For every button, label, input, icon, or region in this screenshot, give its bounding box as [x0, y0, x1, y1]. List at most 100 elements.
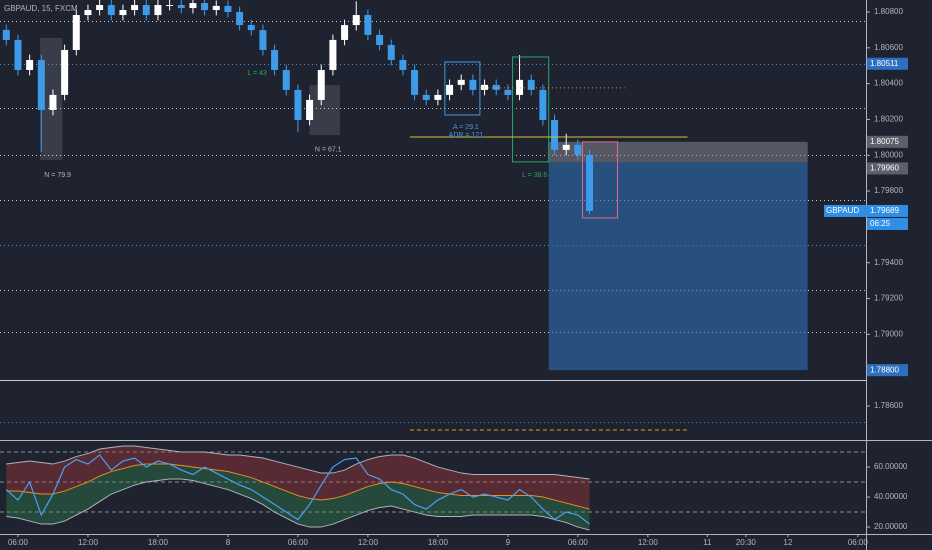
candle-body [14, 39, 22, 71]
candle-body [26, 59, 34, 71]
price-tag [867, 57, 908, 70]
stop-zone [548, 141, 808, 163]
y-tick-label: 1.80000 [874, 150, 903, 159]
candle-body [96, 5, 104, 11]
candle-body [492, 84, 500, 90]
y-tick-label: 60.00000 [874, 462, 908, 471]
candle-body [527, 79, 535, 90]
y-tick-label: 1.79000 [874, 329, 903, 338]
candle-body [586, 154, 594, 211]
candle-body [72, 15, 80, 50]
x-tick-label: 06:00 [288, 538, 309, 547]
x-tick-label: 11 [703, 538, 712, 547]
candle-body [84, 10, 92, 16]
candle-body [399, 59, 407, 71]
labels: 1.80800 1.80600 1.80400 1.80200 1.80000 1.798… [8, 7, 908, 547]
candle-body [364, 15, 372, 35]
y-tick-label: 1.80800 [874, 7, 903, 16]
candle-body [446, 84, 454, 95]
candle-body [317, 70, 325, 100]
candle-body [457, 79, 465, 85]
annotation: L = 43 [247, 70, 267, 77]
y-tick-label: 1.80600 [874, 43, 903, 52]
candle-body [294, 89, 302, 120]
x-tick-label: 8 [226, 538, 231, 547]
candle-body [236, 11, 244, 26]
x-tick-label: 12:00 [358, 538, 379, 547]
candle-body [551, 119, 559, 150]
price-tag-label: 1.79960 [870, 164, 899, 173]
symbol-label: GBPAUD [826, 206, 859, 215]
x-tick-label: 06:00 [8, 538, 29, 547]
y-tick-label: 1.80200 [874, 115, 903, 124]
candle-body [119, 10, 127, 16]
price-tag [867, 162, 908, 175]
y-tick-label: 40.00000 [874, 492, 908, 501]
countdown-tag [867, 217, 908, 230]
candle-body [224, 5, 232, 12]
box [582, 141, 619, 219]
candle-body [376, 34, 384, 45]
candle-body [422, 94, 430, 100]
x-tick-label: 9 [506, 538, 511, 547]
y-tick-label: 1.79400 [874, 258, 903, 267]
candle-body [469, 79, 477, 90]
x-tick-label: 20:30 [736, 538, 757, 547]
x-tick-label: 18:00 [148, 538, 169, 547]
y-tick-label: 20.00000 [874, 522, 908, 531]
candle-body [177, 5, 185, 9]
y-tick-label: 1.80400 [874, 79, 903, 88]
price-tag [867, 135, 908, 148]
candle-body [352, 15, 360, 26]
price-pane: N = 79.9 N = 67.1 L = 43 L = 38.6 A = 29.1AD… [0, 0, 866, 431]
annotation: A = 29.1 [453, 124, 479, 131]
candle-body [61, 49, 69, 95]
candle-body [434, 94, 442, 100]
y-tick-label: 1.79800 [874, 186, 903, 195]
candle-body [131, 5, 139, 11]
y-tick-label: 1.78600 [874, 401, 903, 410]
candle-body [259, 30, 267, 50]
candle-body [212, 5, 220, 11]
x-tick-label: 06:00 [848, 538, 869, 547]
candle-body [411, 70, 419, 95]
symbol-tag [824, 204, 868, 217]
candle-body [142, 5, 150, 16]
annotation: L = 38.6 [522, 172, 547, 179]
candle-body [481, 84, 489, 90]
countdown-label: 06:25 [870, 219, 891, 228]
price-tag-label: 1.80511 [870, 59, 899, 68]
candle-body [341, 25, 349, 40]
x-tick-label: 06:00 [568, 538, 589, 547]
candle-body [329, 39, 337, 71]
candle-body [247, 25, 255, 31]
candle-body [574, 144, 582, 155]
annotation: ADR = 121 [449, 132, 484, 139]
price-tag-label: 1.80075 [870, 137, 899, 146]
annotation: N = 79.9 [44, 172, 71, 179]
candle-body [189, 3, 197, 9]
candle-body [306, 99, 314, 120]
candle-body [166, 5, 174, 7]
candle-body [201, 3, 209, 11]
candle-body [562, 144, 570, 150]
candle-body [504, 89, 512, 95]
candle-body [107, 5, 115, 16]
band-fill [6, 464, 590, 531]
x-tick-label: 12 [783, 538, 792, 547]
indicator-line [5, 454, 590, 525]
candle-body [2, 29, 10, 40]
candle-body [154, 5, 162, 16]
candle-body [271, 49, 279, 71]
indicator-pane [0, 445, 866, 531]
chart-title: GBPAUD, 15, FXCM [4, 4, 78, 13]
x-tick-label: 12:00 [638, 538, 659, 547]
candle-body [387, 44, 395, 60]
x-tick-label: 18:00 [428, 538, 449, 547]
x-tick-label: 12:00 [78, 538, 99, 547]
candle-body [37, 59, 45, 110]
candle-body [539, 89, 547, 120]
price-tag [867, 364, 908, 377]
